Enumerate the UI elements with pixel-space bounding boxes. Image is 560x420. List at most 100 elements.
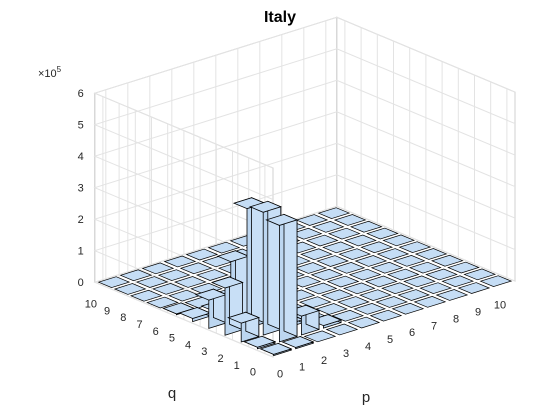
z-exponent-base: ×10	[38, 68, 57, 80]
floor-cell	[360, 241, 394, 254]
floor-cell	[300, 248, 333, 261]
floor-cell	[135, 276, 169, 288]
floor-cell	[97, 276, 131, 288]
floor-cell	[344, 234, 377, 247]
floor-cell	[391, 302, 425, 315]
x-tick-label: 7	[431, 320, 437, 332]
y-tick-label: 6	[153, 326, 159, 338]
y-tick-label: 3	[201, 346, 207, 358]
floor-cell	[304, 282, 338, 295]
floor-cell	[113, 283, 147, 295]
z-gridline	[93, 16, 516, 169]
floor-cell	[141, 262, 175, 275]
floor-cell	[310, 268, 344, 281]
z-tick-label: 2	[78, 214, 84, 226]
floor-cell	[447, 261, 480, 274]
z-tick-label: 6	[78, 88, 84, 100]
floor-cell	[119, 269, 153, 282]
floor-cell	[381, 282, 414, 295]
floor-cell	[370, 261, 404, 274]
floor-cell	[331, 309, 365, 322]
chart-title: Italy	[264, 9, 296, 26]
floor-cell	[403, 275, 436, 288]
bar-face-side	[251, 197, 266, 324]
floor-cell	[337, 296, 370, 308]
floor-cell	[353, 303, 387, 315]
floor-cell	[435, 289, 469, 301]
z-exponent-power: 5	[57, 65, 62, 74]
bar-face-top	[265, 213, 299, 226]
floor-cell	[457, 282, 491, 294]
bar-face-side	[283, 213, 298, 337]
floor-cell	[413, 296, 447, 308]
floor-cell	[173, 276, 207, 288]
floor-cell	[348, 268, 382, 281]
floor-cell	[375, 296, 409, 308]
z-exponent: ×105	[38, 65, 62, 80]
x-tick-label: 10	[494, 300, 506, 312]
floor-cell	[326, 275, 360, 288]
bar-0-0	[259, 342, 293, 357]
z-tick-label: 1	[78, 246, 84, 258]
y-tick-label: 10	[85, 299, 97, 311]
y-tick-label: 5	[169, 333, 175, 345]
floor-cell	[386, 268, 420, 281]
x-tick-label: 0	[277, 369, 283, 381]
bar-face-top	[259, 342, 293, 355]
z-gridline	[93, 111, 516, 263]
floor-cell	[359, 289, 392, 301]
floor-cell	[414, 248, 448, 260]
x-tick-label: 2	[321, 355, 327, 367]
floor-cell	[320, 289, 354, 302]
bar-0-1	[243, 335, 277, 350]
y-tick-label: 9	[104, 305, 110, 317]
floor-cell	[408, 261, 442, 274]
floor-cell	[364, 275, 398, 288]
bar-face-top	[281, 336, 315, 348]
floor-cell	[382, 234, 416, 247]
floor-cell	[316, 255, 350, 267]
floor-cell	[322, 241, 355, 254]
floor-cell	[305, 234, 339, 247]
floor-cell	[298, 296, 332, 308]
z-gridline	[93, 79, 516, 232]
floor-cell	[397, 289, 431, 301]
y-tick-label: 7	[136, 319, 142, 331]
floor-cell	[425, 268, 458, 281]
z-tick-label: 5	[78, 120, 84, 132]
y-axis-label: q	[168, 385, 176, 402]
floor-cell	[325, 323, 359, 336]
floor-cell	[347, 316, 381, 329]
floor-cell	[463, 268, 497, 281]
z-tick-label: 3	[78, 183, 84, 195]
bar-1-2	[249, 200, 282, 336]
floor-cell	[146, 296, 179, 309]
floor-cell	[441, 275, 475, 288]
y-tick-label: 4	[185, 339, 191, 351]
floor-cell	[303, 330, 337, 343]
x-tick-label: 6	[409, 327, 415, 339]
floor-cell	[179, 262, 213, 275]
floor-cell	[333, 214, 367, 226]
floor-cell	[163, 255, 197, 268]
floor-cell	[294, 262, 328, 274]
floor-cell	[376, 248, 410, 260]
floor-cell	[430, 254, 464, 267]
floor-cell	[338, 248, 372, 260]
y-tick-label: 8	[120, 312, 126, 324]
bar-face-top	[178, 307, 212, 319]
bar-face-top	[194, 288, 228, 301]
floor-cell	[311, 221, 345, 233]
bars-layer	[162, 197, 343, 357]
floor-cell	[366, 227, 399, 240]
bar-face-top	[210, 276, 244, 289]
floor-cell	[195, 269, 229, 281]
floor-cell	[349, 220, 383, 233]
x-axis-label: p	[362, 389, 370, 406]
floor-cell	[157, 269, 191, 281]
bar-face-top	[243, 335, 277, 348]
y-tick-label: 2	[217, 353, 223, 365]
